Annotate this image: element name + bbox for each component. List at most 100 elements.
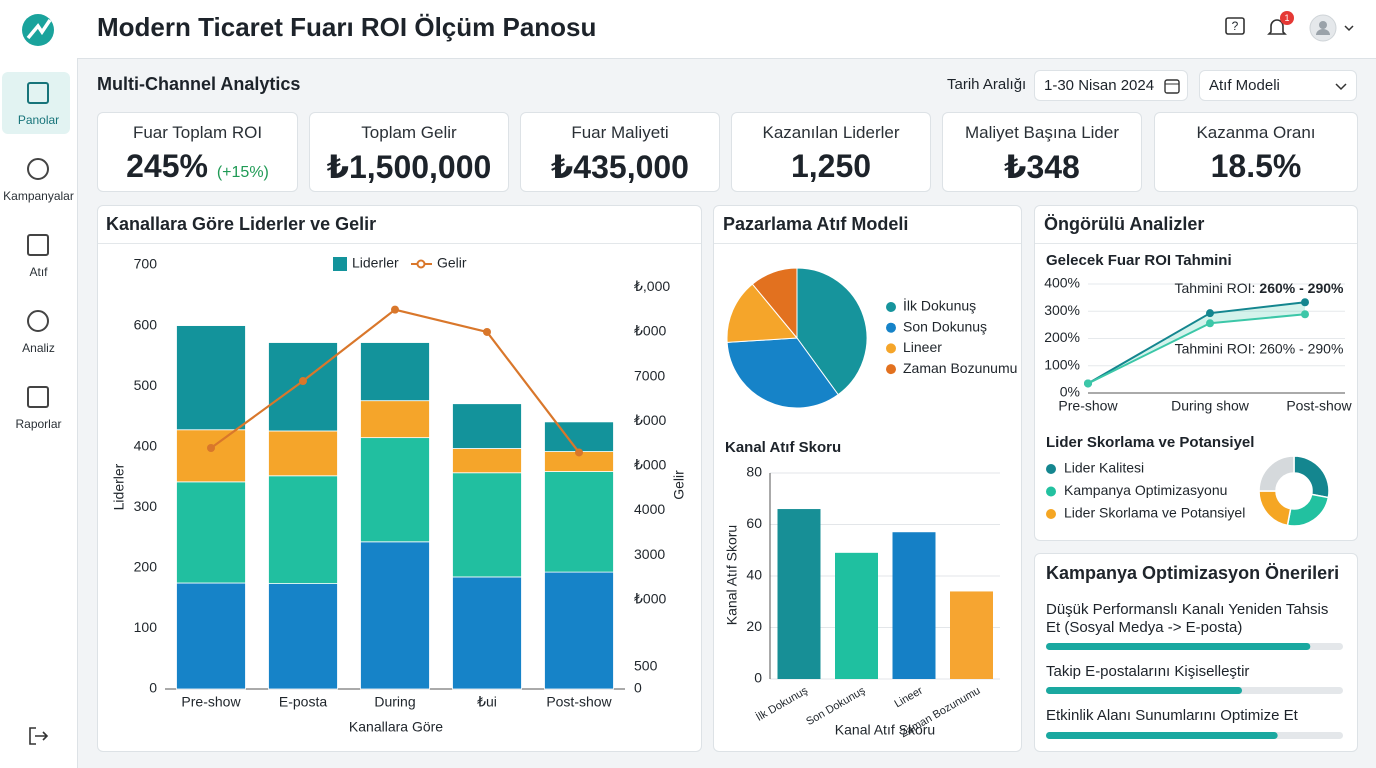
date-value: 1-30 Nisan 2024 [1044, 77, 1155, 94]
bar-segment [544, 421, 614, 452]
bar-segment [268, 475, 338, 585]
notification-badge: 1 [1280, 11, 1294, 25]
bar-segment [268, 342, 338, 432]
y2-tick-label: 4000 [634, 501, 665, 517]
kpi-number: 245% [126, 148, 208, 184]
forecast-band [1088, 302, 1305, 384]
y-axis-label: Liderler [111, 463, 127, 510]
y-tick-label: 300% [1044, 302, 1080, 318]
kpi-value: 1,250 [732, 148, 930, 185]
panel-title: Kanallara Göre Liderler ve Gelir [106, 214, 377, 234]
legend-dot [886, 343, 896, 354]
revenue-point [207, 443, 215, 452]
y2-tick-label: ₺000 [634, 412, 666, 428]
y-tick-label: 0 [754, 670, 762, 686]
pie-slice [751, 267, 798, 340]
bar-segment [268, 430, 338, 477]
kpi-gap [208, 148, 217, 184]
kpi-label: Kazanılan Liderler [762, 123, 900, 142]
x-axis-label: Kanallara Göre [349, 719, 443, 735]
legend-label: Gelir [437, 255, 467, 271]
divider [714, 243, 1021, 244]
kpi-number: ₺435,000 [551, 149, 689, 185]
y-tick-label: 700 [134, 256, 158, 272]
bar [835, 552, 878, 679]
bar-segment [452, 403, 522, 449]
nav-icon[interactable] [27, 310, 49, 332]
svg-text:?: ? [1232, 19, 1239, 33]
kpi-number: ₺1,500,000 [326, 149, 492, 185]
legend-label: Kampanya Optimizasyonu [1064, 482, 1227, 498]
kpi-value: 245% (+15%) [98, 148, 297, 185]
nav-label: Panolar [17, 113, 60, 127]
subtitle: Gelecek Fuar ROI Tahmini [1046, 252, 1232, 269]
nav-icon[interactable] [27, 234, 49, 256]
kpi-label: Toplam Gelir [361, 123, 457, 142]
progress-fill [1046, 687, 1243, 694]
y2-axis-label: Gelir [671, 470, 687, 500]
y2-tick-label: 500 [634, 657, 658, 673]
kpi-value: ₺1,500,000 [310, 148, 508, 186]
y-axis-label: Kanal Atıf Skoru [724, 525, 740, 625]
nav-icon[interactable] [27, 82, 49, 104]
legend-label: Lider Skorlama ve Potansiyel [1064, 505, 1245, 521]
legend-label: Liderler [352, 255, 399, 271]
notification-icon[interactable] [1266, 16, 1288, 38]
logo [22, 14, 54, 46]
divider [1035, 243, 1357, 244]
kpi-value: 18.5% [1155, 148, 1357, 185]
y2-tick-label: ₺000 [634, 323, 666, 339]
y-tick-label: 400% [1044, 275, 1080, 291]
x-tick-label: İlk Dokunuş [754, 684, 811, 724]
annotation-highlight: 260% - 290% [1259, 280, 1344, 296]
date-picker[interactable]: 1-30 Nisan 2024 [1034, 70, 1188, 101]
bar-segment [452, 472, 522, 578]
bar [950, 591, 993, 679]
donut-segment [1293, 455, 1330, 499]
x-tick-label: During show [1171, 398, 1250, 414]
y2-tick-label: 0 [634, 680, 642, 696]
annotation-prefix: Tahmini ROI: [1175, 280, 1256, 296]
nav-icon[interactable] [27, 158, 49, 180]
recommendation-text: Takip E-postalarını Kişiselleştir [1046, 663, 1250, 680]
help-icon[interactable]: ? [1224, 16, 1246, 38]
progress-fill [1046, 643, 1311, 650]
kpi-card: Kazanma Oranı 18.5% [1154, 112, 1358, 192]
sidebar: Panolar Kampanyalar Atıf Analiz Raporlar [0, 0, 78, 768]
revenue-point [299, 377, 307, 386]
x-axis-label: Kanal Atıf Skoru [835, 722, 935, 738]
x-tick-label: ₺ui [477, 694, 497, 710]
recommendation-text: Düşük Performanslı Kanalı Yeniden Tahsis… [1046, 601, 1329, 636]
subtitle: Lider Skorlama ve Potansiyel [1046, 434, 1255, 451]
model-select[interactable]: Atıf Modeli [1199, 70, 1357, 101]
bar-segment [544, 471, 614, 573]
bar-segment [544, 571, 614, 690]
bar-segment [268, 583, 338, 690]
user-menu[interactable] [1308, 13, 1358, 43]
y-tick-label: 200% [1044, 329, 1080, 345]
kpi-label: Fuar Maliyeti [571, 123, 669, 142]
legend-dot [1046, 509, 1056, 519]
forecast-point [1084, 379, 1092, 388]
revenue-point [391, 305, 399, 314]
kpi-number: 18.5% [1210, 148, 1302, 184]
legend-label: Lineer [903, 339, 942, 355]
nav-label: Kampanyalar [3, 189, 74, 203]
forecast-point [1301, 298, 1309, 307]
y-tick-label: 200 [134, 559, 158, 575]
revenue-point [575, 448, 583, 457]
recommendation-text: Etkinlik Alanı Sunumlarını Optimize Et [1046, 707, 1298, 724]
kpi-label: Kazanma Oranı [1196, 123, 1316, 142]
panel-title: Kampanya Optimizasyon Önerileri [1046, 563, 1340, 583]
forecast-point [1301, 310, 1309, 319]
nav-icon[interactable] [27, 386, 49, 408]
donut-segment [1258, 490, 1292, 527]
bar-segment [360, 400, 430, 439]
legend-label: Zaman Bozunumu [903, 360, 1017, 376]
y2-tick-label: ₺000 [634, 457, 666, 473]
logout-icon[interactable] [26, 724, 50, 748]
date-label: Tarih Aralığı [947, 76, 1027, 93]
y-tick-label: 0 [149, 680, 157, 696]
